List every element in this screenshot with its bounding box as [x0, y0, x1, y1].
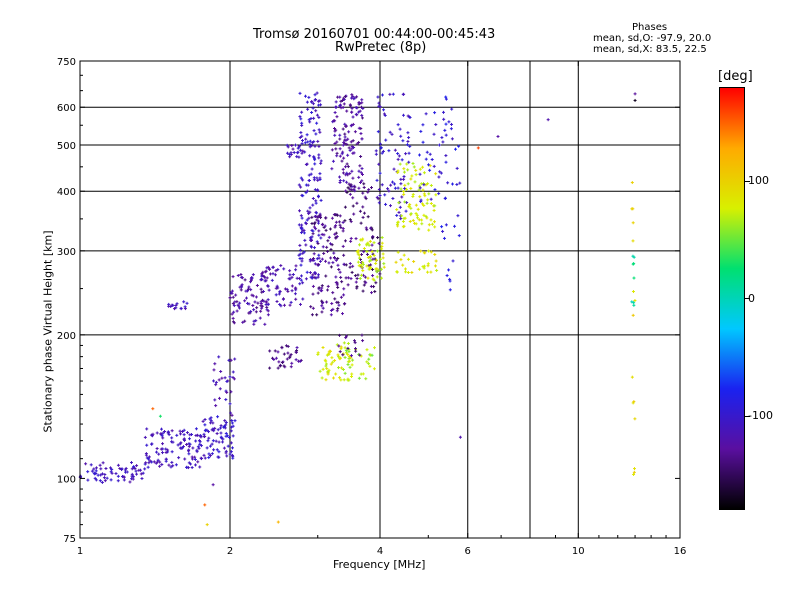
colorbar-tick-label: -100 — [748, 409, 773, 422]
y-tick-label: 100 — [57, 474, 76, 485]
phases-x-mode-stats: mean, sd,X: 83.5, 22.5 — [593, 44, 707, 55]
phases-o-mode-stats: mean, sd,O: -97.9, 20.0 — [593, 33, 712, 44]
y-tick-label: 600 — [57, 103, 76, 114]
x-tick-label: 1 — [77, 546, 83, 557]
colorbar-tick — [745, 298, 750, 299]
grid-lines — [80, 61, 680, 538]
axis-ticks: 1 2 4 6 10 16 75 100 200 300 400 500 600 750 — [57, 57, 686, 557]
colorbar-tick-label: 100 — [748, 174, 769, 187]
colorbar-tick-label: 0 — [748, 291, 755, 305]
x-tick-label: 10 — [572, 546, 585, 557]
chart-subtitle: RwPretec (8p) — [335, 40, 427, 55]
colorbar-unit-label: [deg] — [718, 69, 753, 84]
colorbar-tick — [745, 180, 750, 182]
phases-heading: Phases — [632, 22, 668, 33]
y-tick-label: 750 — [57, 57, 76, 68]
y-tick-label: 200 — [57, 331, 76, 342]
data-points — [78, 91, 637, 527]
x-tick-label: 6 — [465, 546, 471, 557]
y-tick-label: 300 — [57, 247, 76, 258]
y-tick-label: 75 — [63, 534, 76, 545]
colorbar-tick — [745, 415, 750, 417]
x-tick-label: 16 — [674, 546, 687, 557]
x-axis-label: Frequency [MHz] — [333, 558, 426, 571]
x-tick-label: 4 — [377, 546, 383, 557]
chart-title: Tromsø 20160701 00:44:00-00:45:43 — [253, 27, 496, 42]
y-tick-label: 500 — [57, 141, 76, 152]
phase-colorbar — [719, 87, 745, 510]
y-tick-label: 400 — [57, 187, 76, 198]
x-tick-label: 2 — [227, 546, 233, 557]
